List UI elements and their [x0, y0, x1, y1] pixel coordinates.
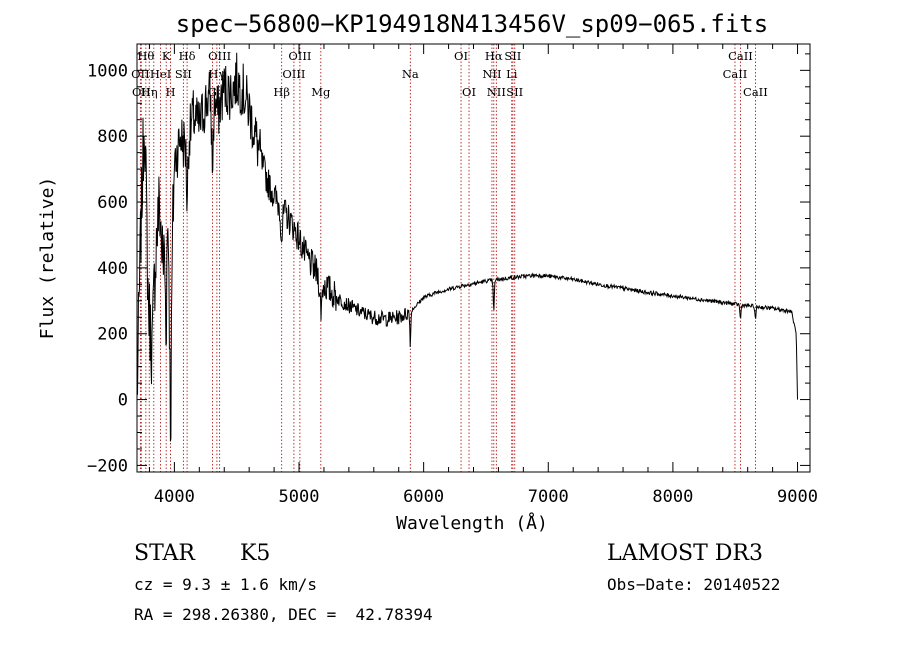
marker-label: Mg	[311, 85, 331, 99]
marker-label: CaII	[723, 67, 748, 81]
marker-label: H	[166, 85, 176, 99]
plot-frame	[136, 43, 811, 473]
marker-label: NII	[487, 85, 506, 99]
marker-label: G	[208, 85, 217, 99]
marker-label: Hβ	[273, 85, 290, 99]
x-tick-label: 8000	[652, 487, 693, 507]
line-markers	[139, 44, 756, 472]
y-tick-label: 0	[118, 391, 128, 411]
y-tick-label: 1000	[87, 61, 128, 81]
marker-labels: OII OII Hθ Hη HeI K H SII Hδ G Hγ OIII Hβ OIII OIII Mg N…	[131, 49, 768, 99]
marker-label: K	[162, 49, 171, 63]
y-tick-label: 400	[97, 259, 128, 279]
redshift-cz: cz = 9.3 ± 1.6 km/s	[134, 575, 318, 594]
marker-label: Hα	[485, 49, 503, 63]
marker-label: SII	[504, 49, 521, 63]
marker-label: CaII	[728, 49, 753, 63]
marker-label: SII	[175, 67, 192, 81]
coordinates: RA = 298.26380, DEC = 42.78394	[134, 605, 433, 624]
marker-label: OI	[462, 85, 476, 99]
marker-label: OII	[131, 67, 150, 81]
marker-label: Li	[506, 67, 518, 81]
x-tick-label: 7000	[528, 487, 569, 507]
object-subclass: K5	[240, 541, 271, 566]
marker-label: Hγ	[208, 67, 225, 81]
y-tick-label: 600	[97, 193, 128, 213]
marker-label: OII	[132, 85, 151, 99]
marker-label: HeI	[150, 67, 171, 81]
marker-label: SII	[506, 85, 523, 99]
x-tick-label: 9000	[777, 487, 818, 507]
x-tick-label: 4000	[154, 487, 195, 507]
marker-label: OIII	[282, 67, 305, 81]
marker-label: OIII	[288, 49, 311, 63]
axis-ticks: 4000 5000 6000 7000 8000 9000 −200 0 200 400 600 80…	[87, 44, 818, 507]
x-tick-label: 5000	[279, 487, 320, 507]
y-tick-label: 200	[97, 325, 128, 345]
data-series	[136, 52, 798, 442]
spectrum-line	[136, 52, 798, 442]
marker-label: OI	[454, 49, 468, 63]
marker-label: CaII	[743, 85, 768, 99]
marker-label: Na	[402, 67, 419, 81]
x-axis-label: Wavelength (Å)	[396, 512, 548, 534]
marker-label: Hθ	[137, 49, 154, 63]
x-tick-label: 6000	[403, 487, 444, 507]
object-class: STAR	[134, 541, 195, 566]
marker-label: Hη	[141, 85, 158, 99]
marker-label: NII	[482, 67, 501, 81]
y-tick-label: 800	[97, 127, 128, 147]
y-axis-label: Flux (relative)	[37, 177, 58, 340]
y-tick-label: −200	[87, 456, 128, 476]
survey-name: LAMOST DR3	[607, 541, 763, 566]
chart-title: spec−56800−KP194918N413456V_sp09−065.fit…	[176, 10, 768, 38]
obs-date: Obs−Date: 20140522	[607, 575, 781, 594]
marker-label: Hδ	[179, 49, 196, 63]
marker-label: OIII	[208, 49, 231, 63]
